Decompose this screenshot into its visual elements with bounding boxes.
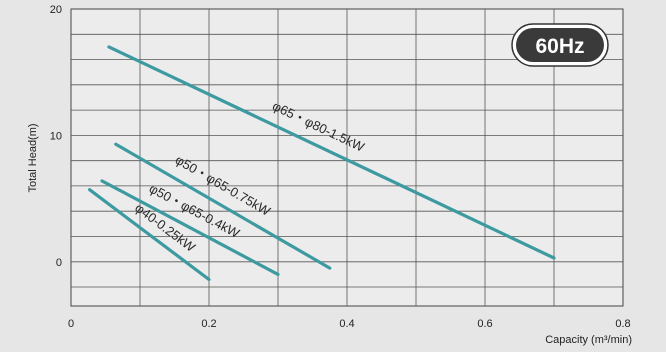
- x-tick-label: 0: [68, 318, 74, 330]
- x-tick-label: 0.4: [339, 318, 354, 330]
- series-line: [87, 188, 211, 282]
- series-line: [107, 45, 556, 260]
- series-line: [100, 179, 280, 276]
- y-axis-label: Total Head(m): [27, 123, 39, 192]
- badge-text: 60Hz: [535, 35, 584, 58]
- y-tick-label: 10: [50, 130, 62, 142]
- frequency-badge: 60Hz: [511, 23, 609, 67]
- y-tick-label: 0: [56, 257, 62, 269]
- x-tick-label: 0.2: [201, 318, 216, 330]
- y-tick-labels: 0 10 20: [50, 4, 62, 269]
- series-lines: [87, 45, 556, 282]
- series-line: [114, 142, 332, 270]
- x-tick-labels: 0 0.2 0.4 0.6 0.8: [68, 318, 631, 330]
- x-tick-label: 0.6: [477, 318, 492, 330]
- x-axis-label: Capacity (m³/min): [545, 334, 632, 346]
- y-tick-label: 20: [50, 4, 62, 16]
- x-tick-label: 0.8: [615, 318, 630, 330]
